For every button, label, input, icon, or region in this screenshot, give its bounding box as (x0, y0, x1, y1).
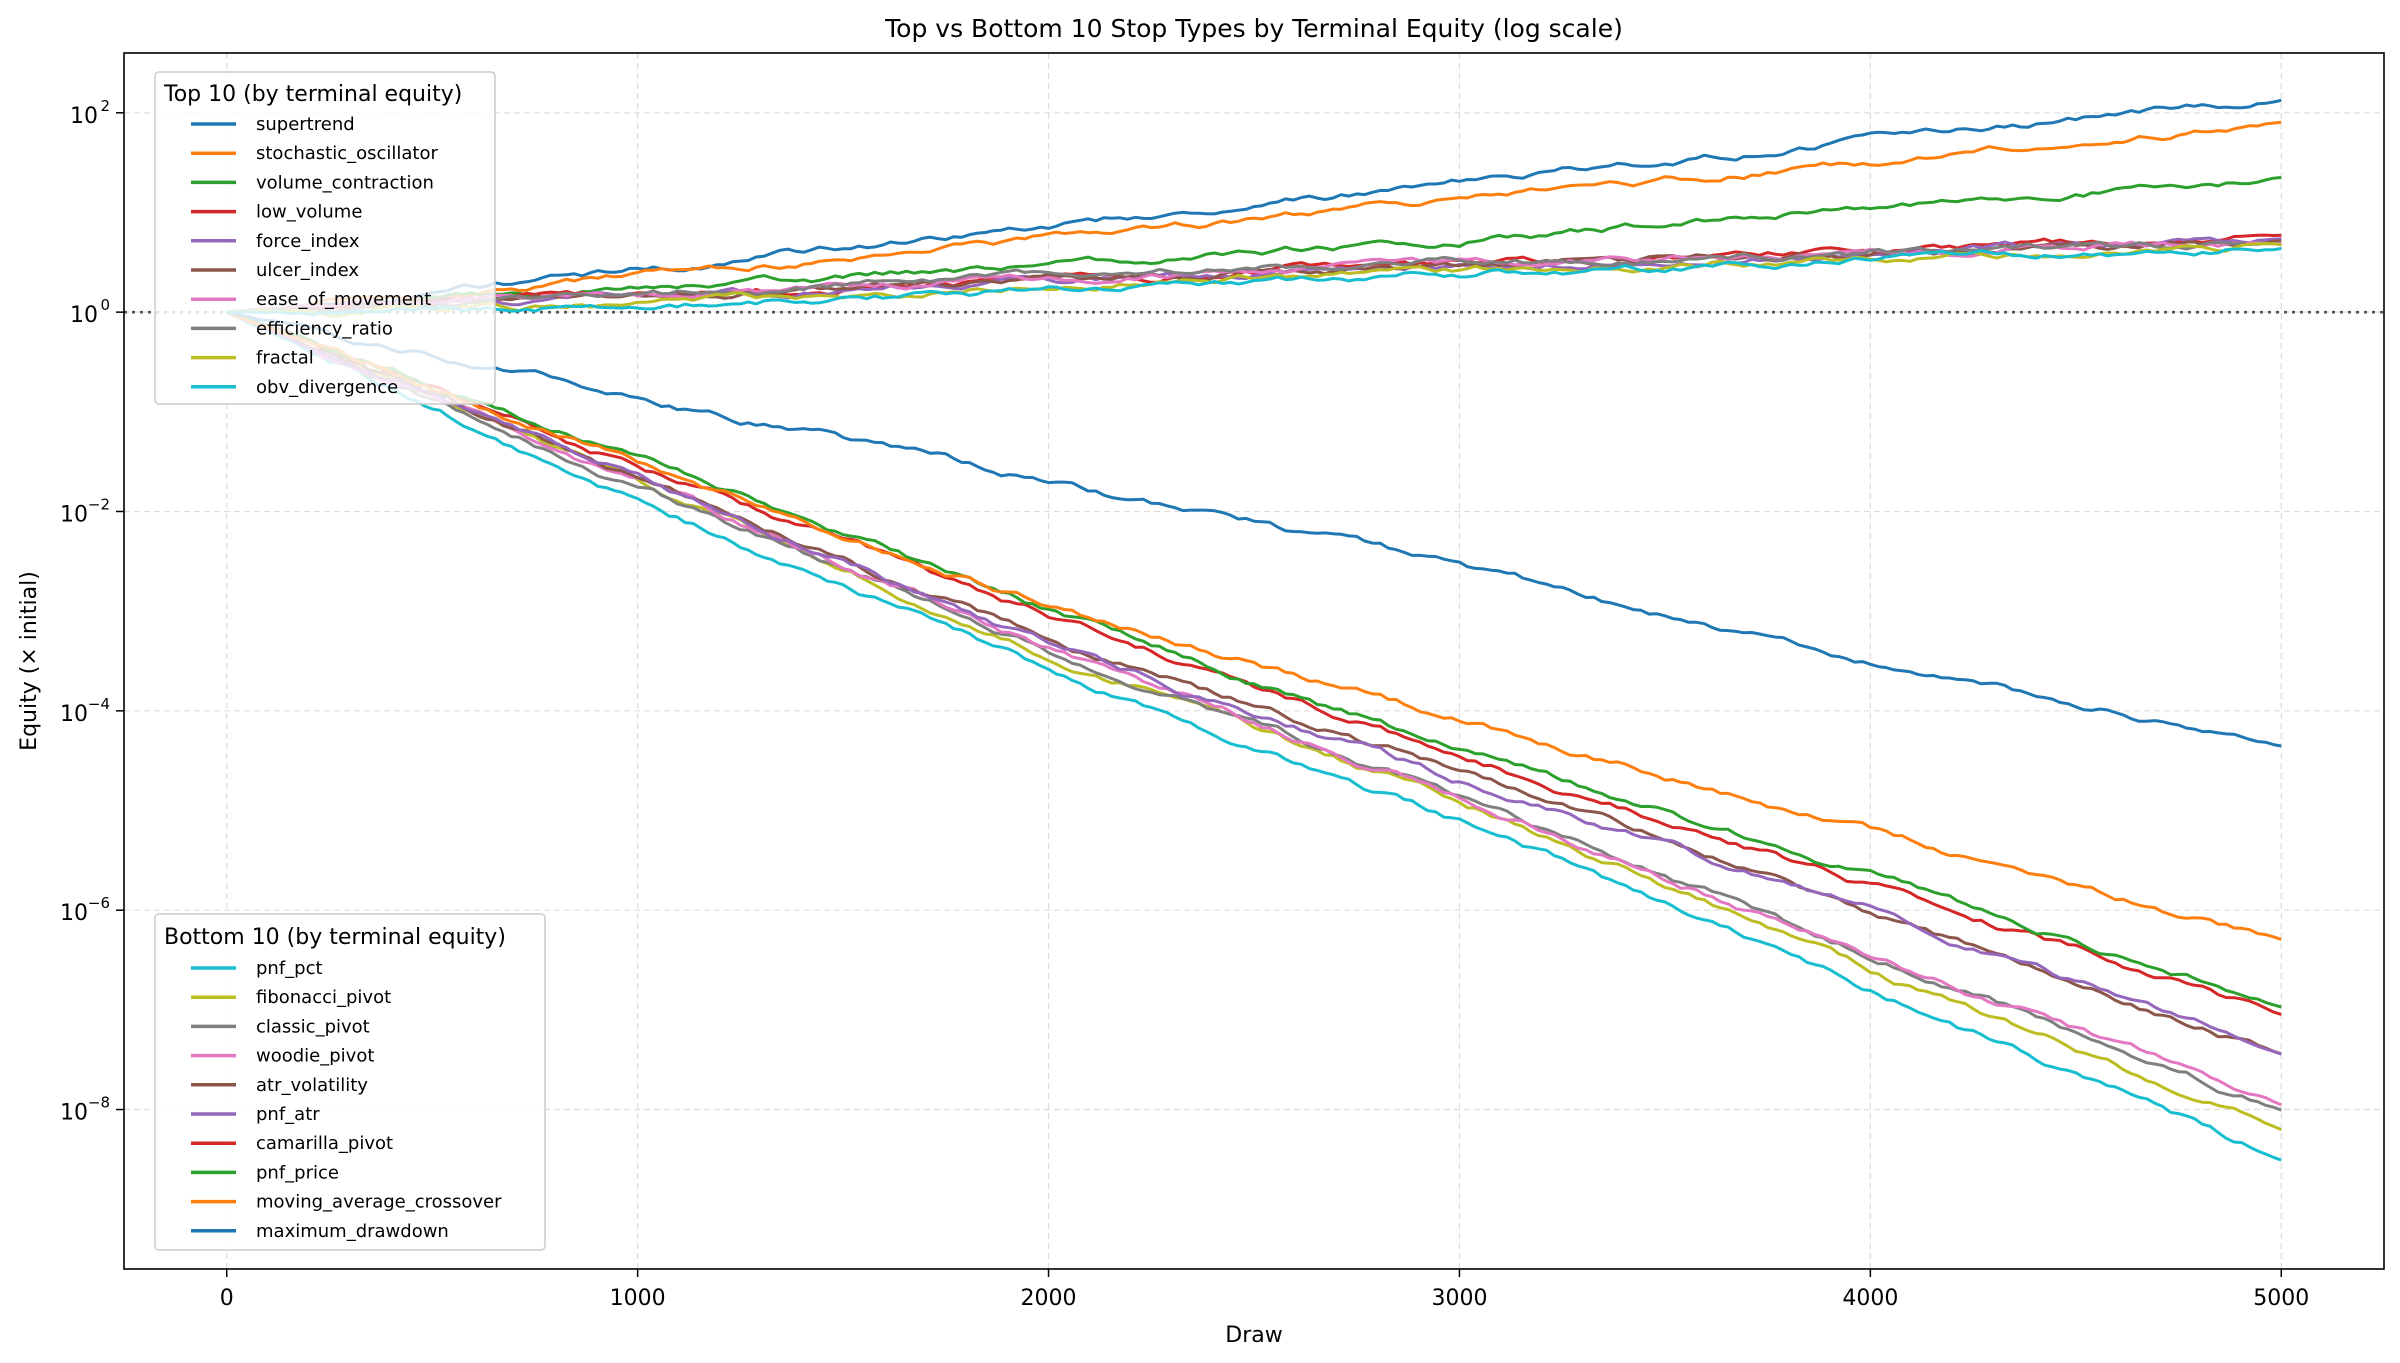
series-line-woodie-pivot (226, 310, 2282, 1107)
y-tick-exponent: −4 (88, 695, 110, 713)
x-tick-label: 4000 (1842, 1286, 1898, 1311)
x-tick-label: 3000 (1431, 1286, 1487, 1311)
series-line-supertrend (226, 98, 2282, 314)
x-tick-label: 5000 (2253, 1286, 2309, 1311)
legend-entry-fractal: fractal (256, 348, 314, 369)
legend-bottom: Bottom 10 (by terminal equity) pnf_pctfi… (154, 913, 546, 1251)
plot-frame (123, 52, 2385, 1270)
y-tick-exponent: −6 (88, 894, 110, 912)
legend-entry-stochastic-oscillator: stochastic_oscillator (256, 143, 439, 164)
x-tick-label: 1000 (610, 1286, 666, 1311)
series-line-obv-divergence (226, 247, 2282, 317)
legend-bottom-title: Bottom 10 (by terminal equity) (164, 925, 506, 950)
legend-entry-supertrend: supertrend (256, 114, 355, 135)
legend-top-box (154, 71, 496, 405)
series-line-maximum-drawdown (226, 310, 2282, 748)
legend-entry-low-volume: low_volume (256, 202, 362, 223)
y-tick-exponent: 0 (100, 296, 110, 314)
legend-entry-efficiency-ratio: efficiency_ratio (256, 318, 393, 339)
series-line-pnf-pct (226, 310, 2282, 1162)
y-axis-label: Equity (× initial) (17, 571, 42, 751)
y-tick-base: 10 (60, 901, 88, 926)
x-axis-ticks: 0 1000 2000 3000 4000 5000 (220, 1269, 2309, 1311)
y-tick-base: 10 (70, 303, 98, 328)
y-tick-exponent: −8 (88, 1094, 110, 1112)
series-line-pnf-atr (226, 310, 2282, 1056)
y-tick-base: 10 (60, 1101, 88, 1126)
legend-entry-maximum-drawdown: maximum_drawdown (256, 1221, 449, 1242)
series-line-pnf-price (226, 310, 2282, 1009)
grid-lines (124, 53, 2384, 1269)
x-tick-label: 0 (220, 1286, 234, 1311)
y-tick-exponent: 2 (100, 97, 110, 115)
legend-top-entries: supertrend stochastic_oscillator volume_co… (191, 114, 439, 398)
legend-entry-atr-volatility: atr_volatility (256, 1075, 368, 1096)
legend-bottom-entries: pnf_pct fibonacci_pivot classic_pivotwoodi… (191, 958, 502, 1242)
y-tick-base: 10 (60, 502, 88, 527)
legend-entry-force-index: force_index (256, 231, 360, 252)
series-line-moving-average-crossover (226, 310, 2282, 941)
legend-entry-pnf-price: pnf_price (256, 1162, 339, 1183)
legend-bottom-box (154, 913, 546, 1251)
legend-entry-pnf-pct: pnf_pct (256, 958, 323, 979)
series-line-stochastic-oscillator (226, 120, 2282, 314)
legend-top: Top 10 (by terminal equity) supertrend st… (154, 71, 496, 405)
legend-entry-camarilla-pivot: camarilla_pivot (256, 1133, 393, 1154)
legend-entry-ulcer-index: ulcer_index (256, 260, 359, 281)
legend-top-title: Top 10 (by terminal equity) (163, 82, 462, 107)
y-tick-base: 10 (70, 104, 98, 129)
series-line-classic-pivot (226, 310, 2282, 1112)
series-line-camarilla-pivot (226, 310, 2282, 1016)
chart-title: Top vs Bottom 10 Stop Types by Terminal … (884, 14, 1623, 43)
x-axis-label: Draw (1225, 1323, 1282, 1348)
x-tick-label: 2000 (1021, 1286, 1077, 1311)
legend-entry-woodie-pivot: woodie_pivot (256, 1046, 374, 1067)
series-lines (226, 98, 2282, 1162)
legend-entry-obv-divergence: obv_divergence (256, 377, 398, 398)
legend-entry-moving-average-crossover: moving_average_crossover (256, 1192, 502, 1213)
y-tick-exponent: −2 (88, 495, 110, 513)
y-tick-base: 10 (60, 702, 88, 727)
legend-entry-classic-pivot: classic_pivot (256, 1016, 370, 1037)
legend-entry-volume-contraction: volume_contraction (256, 172, 434, 193)
legend-entry-fibonacci-pivot: fibonacci_pivot (256, 987, 391, 1008)
legend-entry-pnf-atr: pnf_atr (256, 1104, 320, 1125)
legend-entry-ease-of-movement: ease_of_movement (256, 289, 431, 310)
